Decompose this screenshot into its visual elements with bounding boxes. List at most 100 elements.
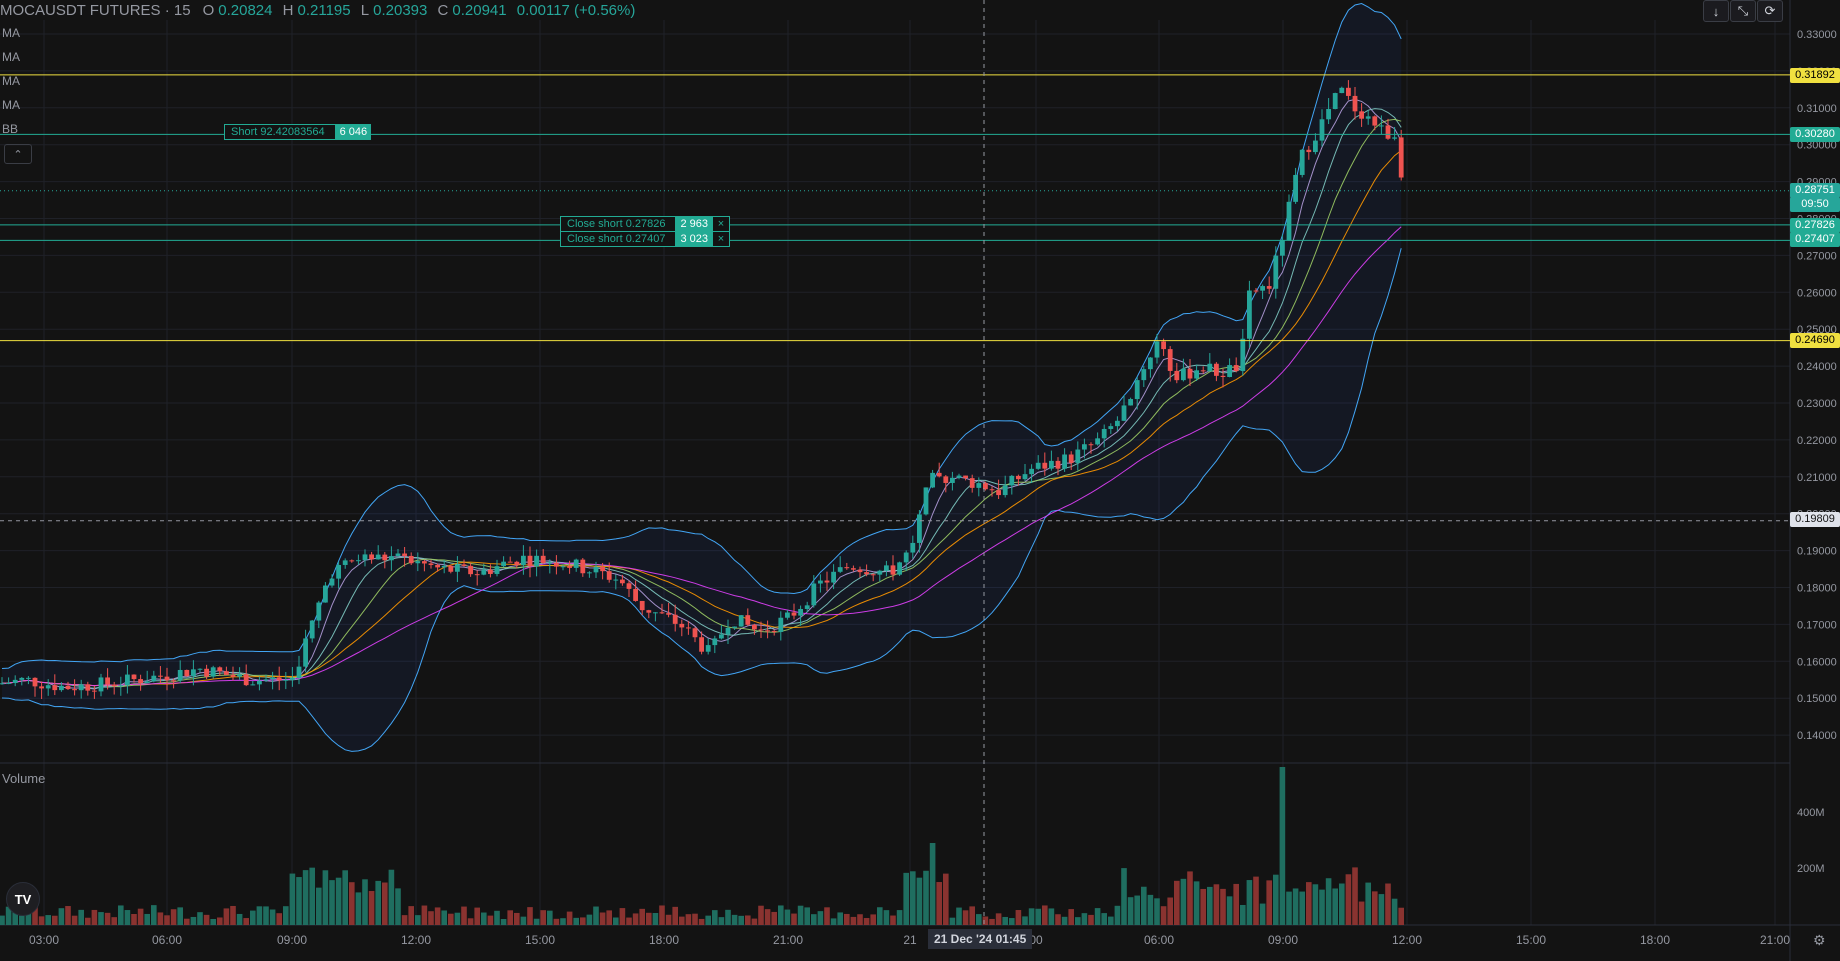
candle-body [303, 638, 308, 667]
close-short-qty-1: 2 963 [676, 216, 712, 232]
volume-bar [804, 907, 810, 925]
volume-bar [679, 916, 685, 925]
candle-body [1095, 438, 1100, 445]
candle-body [468, 565, 473, 575]
volume-bar [269, 909, 276, 925]
volume-bar [243, 918, 249, 925]
change-value: 0.00117 (+0.56%) [516, 1, 636, 19]
moving-average-line [1, 226, 1402, 687]
candle-body [1101, 428, 1107, 439]
candle-body [897, 562, 902, 575]
candle-body [125, 674, 130, 686]
close-icon[interactable]: × [711, 216, 730, 232]
volume-bar [1088, 914, 1094, 925]
bollinger-lower [1, 248, 1402, 752]
indicator-ma-2[interactable]: MA [2, 50, 20, 64]
candle-body [613, 579, 619, 581]
indicator-ma-1[interactable]: MA [2, 26, 20, 40]
volume-bar [309, 867, 315, 925]
close-short-order-1[interactable]: Close short 0.27826 2 963 × [560, 216, 730, 232]
candle-body [78, 684, 84, 691]
fullscreen-button[interactable]: ⟳ [1757, 0, 1783, 22]
time-tick-label: 18:00 [649, 933, 679, 947]
time-tick-label: 18:00 [1640, 933, 1670, 947]
volume-bar [943, 873, 949, 925]
volume-bar [1226, 896, 1233, 925]
volume-bar [599, 912, 606, 925]
indicator-ma-3[interactable]: MA [2, 74, 20, 88]
gear-icon[interactable]: ⚙ [1813, 932, 1826, 948]
volume-bar [375, 880, 381, 925]
price-label-close-2: 0.27407 [1790, 232, 1840, 247]
price-label-cursor: 0.19809 [1790, 512, 1840, 527]
indicator-bb[interactable]: BB [2, 122, 19, 136]
candle-body [791, 612, 797, 616]
candle-body [798, 608, 803, 616]
candle-body [633, 588, 638, 601]
volume-title[interactable]: Volume [2, 771, 46, 786]
volume-bar [1306, 882, 1312, 925]
candle-body [224, 671, 229, 675]
time-tick-label: 09:00 [277, 933, 307, 947]
candle-body [415, 561, 421, 564]
candle-body [653, 612, 658, 614]
ohlc-values: O 0.20824 H 0.21195 L 0.20393 C 0.20941 0.00… [203, 2, 642, 19]
volume-bar [989, 918, 995, 925]
volume-bar [131, 913, 137, 925]
candle-body [111, 684, 117, 687]
candle-body [1286, 201, 1292, 241]
candle-body [19, 677, 25, 680]
candle-body [1075, 449, 1081, 463]
volume-bar [976, 914, 982, 925]
short-position-tag[interactable]: Short 92.42083564 6 046 [224, 124, 372, 140]
volume-bar [698, 918, 705, 925]
volume-bar [1108, 916, 1114, 925]
candle-body [870, 574, 876, 576]
candle-body [1227, 365, 1232, 377]
volume-bar [487, 915, 494, 925]
price-tick-label: 0.22000 [1797, 435, 1837, 447]
collapse-legend-button[interactable]: ⌃ [4, 144, 32, 164]
candle-body [1082, 444, 1087, 450]
close-short-order-2[interactable]: Close short 0.27407 3 023 × [560, 231, 730, 247]
candle-body [917, 514, 922, 543]
volume-bars [0, 767, 1404, 925]
volume-bar [1352, 867, 1358, 925]
tradingview-logo[interactable]: TV [6, 882, 40, 916]
volume-bar [474, 907, 480, 925]
screen-icon: ⟳ [1764, 3, 1776, 18]
volume-bar [738, 915, 744, 925]
close-icon[interactable]: × [711, 231, 730, 247]
volume-bar [144, 913, 150, 925]
candle-body [1332, 93, 1338, 110]
symbol-title[interactable]: MOCAUSDT FUTURES · 15 [0, 1, 191, 19]
volume-bar [1094, 908, 1101, 925]
collapse-button[interactable]: ⤡ [1730, 0, 1756, 22]
candle-body [138, 679, 143, 684]
volume-bar [38, 916, 45, 925]
volume-bar [329, 880, 335, 925]
candle-body [336, 564, 341, 579]
volume-bar [844, 913, 850, 925]
candle-body [422, 561, 427, 564]
candle-body [59, 685, 64, 691]
indicator-ma-4[interactable]: MA [2, 98, 20, 112]
time-tick-label: 00 [1029, 933, 1043, 947]
candle-body [243, 674, 249, 686]
candle-body [92, 690, 97, 692]
volume-bar [1398, 907, 1404, 925]
candle-body [646, 610, 652, 613]
candle-body [1088, 444, 1094, 446]
volume-bar [1378, 894, 1385, 925]
time-tick-label: 21:00 [773, 933, 803, 947]
volume-bar [890, 915, 896, 925]
volume-bar [52, 915, 58, 925]
candle-body [996, 490, 1001, 496]
candle-body [151, 675, 157, 682]
volume-bar [45, 915, 51, 925]
candle-body [679, 623, 685, 628]
volume-bar [5, 906, 12, 925]
scroll-down-button[interactable]: ↓ [1703, 0, 1729, 22]
volume-bar [566, 911, 573, 925]
